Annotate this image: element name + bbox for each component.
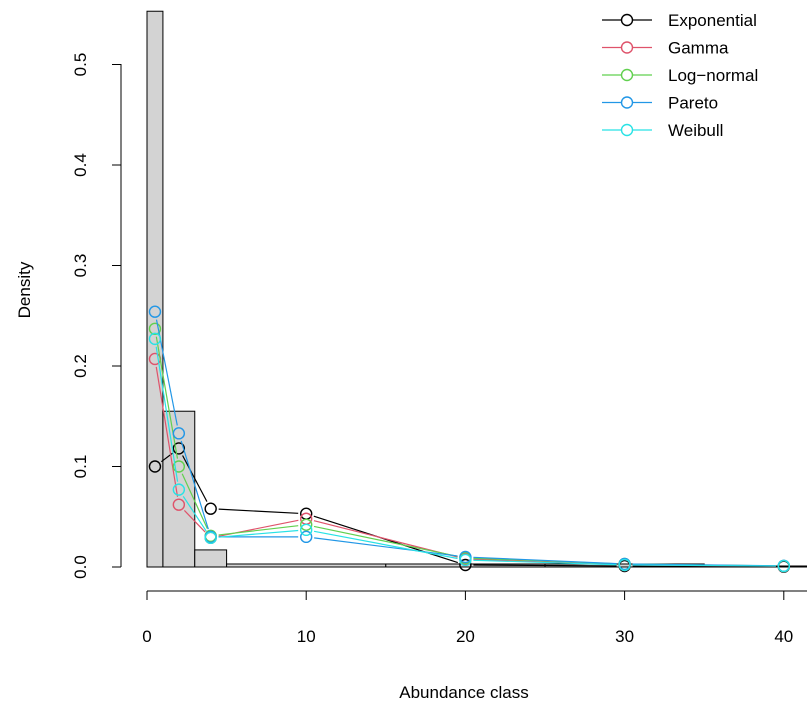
series-log-normal	[148, 322, 790, 573]
y-tick-label: 0.5	[71, 53, 90, 77]
data-point	[300, 518, 313, 531]
series-gamma	[148, 352, 790, 573]
legend-label: Gamma	[668, 39, 729, 58]
legend-marker	[620, 123, 634, 137]
y-tick-label: 0.3	[71, 254, 90, 278]
series-segment	[218, 525, 299, 536]
data-point	[148, 332, 162, 346]
series-segment	[473, 564, 617, 567]
data-point	[172, 483, 186, 496]
data-point	[172, 442, 186, 455]
y-tick-label: 0.0	[71, 555, 90, 579]
data-point	[459, 558, 472, 572]
series-segment	[473, 559, 617, 566]
data-point	[459, 550, 472, 564]
legend-marker	[620, 13, 634, 27]
data-point	[777, 559, 790, 573]
data-point	[618, 558, 631, 572]
series-segment	[632, 565, 776, 568]
data-point	[204, 531, 217, 545]
x-tick-label: 30	[615, 627, 634, 646]
series-segment	[313, 525, 458, 557]
series-segment	[314, 537, 458, 557]
histogram-bar	[226, 563, 387, 568]
series-segment	[180, 440, 209, 530]
series-segment	[183, 510, 206, 533]
x-tick-label: 20	[456, 627, 475, 646]
legend-label: Log−normal	[668, 66, 758, 85]
legend-label: Pareto	[668, 94, 718, 113]
data-point	[204, 502, 217, 515]
y-tick-label: 0.2	[71, 354, 90, 378]
data-point	[459, 553, 472, 567]
data-point	[148, 460, 162, 473]
y-axis-label: Density	[15, 261, 34, 318]
data-point	[300, 530, 313, 544]
data-point	[300, 523, 313, 537]
legend-marker	[620, 41, 634, 54]
series-segment	[182, 455, 208, 502]
series-layer	[148, 305, 790, 573]
data-point	[148, 305, 162, 318]
histogram-bar	[146, 10, 164, 568]
series-segment	[155, 346, 179, 482]
data-point	[172, 427, 186, 440]
series-segment	[155, 366, 179, 497]
y-tick-label: 0.4	[71, 153, 90, 177]
x-axis-label: Abundance class	[399, 683, 528, 702]
y-tick-label: 0.1	[71, 455, 90, 479]
legend: Exponential Gamma Log−normal Pareto Weibull	[602, 11, 758, 140]
data-point	[148, 322, 162, 336]
series-segment	[632, 564, 776, 567]
series-segment	[473, 556, 617, 565]
series-segment	[313, 530, 458, 560]
legend-marker	[620, 68, 634, 82]
series-weibull	[148, 332, 790, 573]
series-segment	[181, 473, 208, 529]
series-segment	[218, 529, 299, 538]
axes	[120, 64, 807, 592]
legend-label: Exponential	[668, 11, 757, 30]
series-segment	[182, 495, 207, 532]
series-segment	[155, 336, 179, 459]
data-point	[172, 460, 186, 473]
ticks: 0 10 20 30 40 0.0 0.1 0.2 0.3 0.4 0.5	[71, 53, 793, 646]
x-tick-label: 40	[774, 627, 793, 646]
histogram-bar	[194, 549, 228, 568]
x-tick-label: 10	[297, 627, 316, 646]
series-segment	[218, 508, 299, 514]
data-point	[172, 498, 186, 511]
legend-label: Weibull	[668, 121, 723, 140]
legend-marker	[620, 96, 634, 109]
x-tick-label: 0	[142, 627, 151, 646]
